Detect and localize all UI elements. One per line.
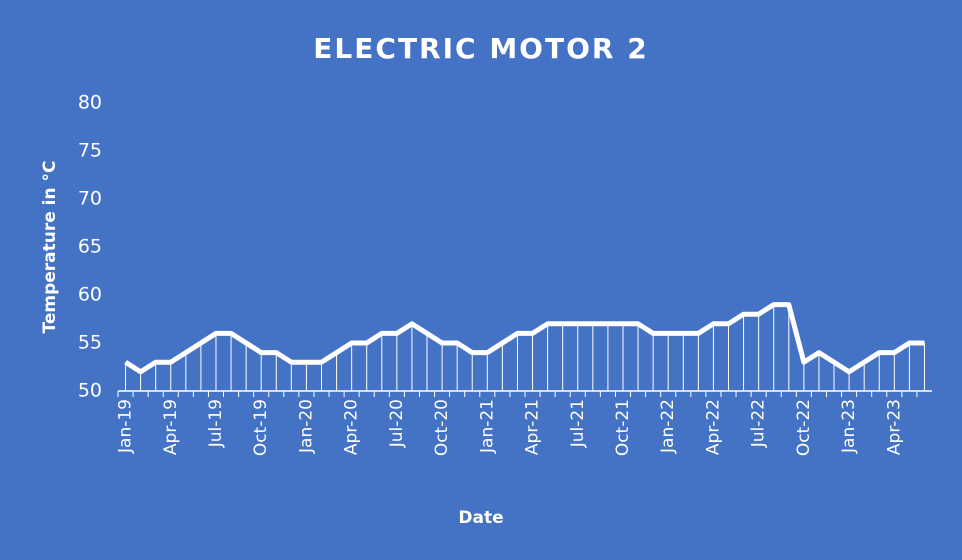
y-axis-title: Temperature in °C: [40, 160, 60, 333]
x-tick-label: Apr-22: [703, 399, 723, 455]
y-tick-label: 75: [78, 140, 102, 162]
x-tick-label: Jan-20: [296, 399, 316, 454]
x-tick-label: Apr-21: [523, 399, 543, 455]
x-tick-label: Jan-19: [116, 399, 136, 454]
x-tick-label: Jul-20: [387, 399, 407, 448]
x-tick-label: Oct-21: [613, 399, 633, 456]
y-tick-label: 60: [78, 284, 102, 306]
x-tick-label: Oct-22: [794, 399, 814, 456]
y-tick-label: 55: [78, 332, 102, 354]
x-tick-label: Jul-21: [568, 399, 588, 448]
x-tick-label: Oct-20: [432, 399, 452, 456]
y-tick-label: 70: [78, 188, 102, 210]
x-tick-label: Oct-19: [251, 399, 271, 456]
y-tick-label: 50: [78, 380, 102, 402]
y-tick-label: 65: [78, 236, 102, 258]
x-tick-label: Jan-23: [839, 399, 859, 454]
x-tick-label: Jul-22: [749, 399, 769, 448]
x-tick-label: Apr-19: [161, 399, 181, 455]
x-tick-label: Jan-22: [658, 399, 678, 454]
x-axis-title: Date: [458, 508, 503, 528]
x-tick-label: Apr-20: [342, 399, 362, 455]
x-tick-label: Jan-21: [477, 399, 497, 454]
line: [124, 302, 925, 375]
x-tick-label: Jul-19: [206, 399, 226, 448]
chart-title: ELECTRIC MOTOR 2: [313, 32, 648, 65]
y-tick-label: 80: [78, 92, 102, 114]
x-tick-label: Apr-23: [884, 399, 904, 455]
